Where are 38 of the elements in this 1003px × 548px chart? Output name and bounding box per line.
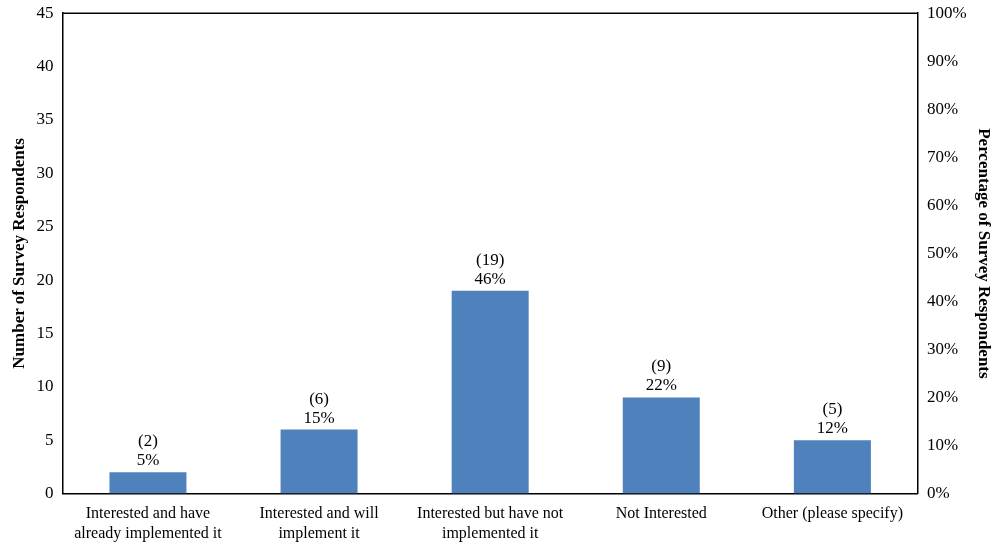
y2-tick-label: 0% [926, 483, 950, 503]
bar [109, 472, 187, 494]
data-label: (6) 15% [303, 388, 335, 427]
x-tick-label: Not Interested [615, 504, 707, 522]
bar [280, 429, 358, 494]
y-tick-label: 40 [36, 56, 54, 76]
bar [451, 290, 529, 494]
y-tick-label: 0 [44, 483, 54, 503]
y2-tick-label: 40% [926, 290, 959, 310]
y-tick-label: 15 [36, 322, 54, 342]
y2-tick-label: 60% [926, 194, 959, 214]
y-tick-label: 35 [36, 109, 54, 129]
bar [622, 397, 700, 494]
y2-axis-title: Percentage of Survey Respondents [975, 128, 995, 379]
y2-tick-label: 80% [926, 98, 959, 118]
x-tick-label: Other (please specify) [761, 504, 904, 523]
x-tick-label: Interested and have already implemented it [74, 504, 223, 542]
y2-tick-label: 20% [926, 386, 959, 406]
y2-tick-label: 30% [926, 338, 959, 358]
y-axis-title: Number of Survey Respondents [8, 137, 28, 369]
x-tick-label: Interested but have not implemented it [417, 504, 564, 542]
bar [793, 440, 871, 494]
y-tick-label: 10 [36, 376, 54, 396]
y2-tick-label: 100% [926, 2, 967, 22]
y2-tick-label: 10% [926, 435, 959, 455]
y-tick-label: 25 [36, 216, 54, 236]
y2-tick-label: 90% [926, 50, 959, 70]
data-label: (19) 46% [474, 249, 506, 288]
y-tick-label: 30 [36, 162, 54, 182]
y-tick-label: 20 [36, 269, 54, 289]
y2-tick-label: 70% [926, 146, 959, 166]
y2-tick-label: 50% [926, 242, 959, 262]
x-tick-label: Interested and will implement it [259, 504, 380, 542]
data-label: (5) 12% [816, 399, 848, 438]
y-tick-label: 5 [44, 429, 54, 449]
y-tick-label: 45 [36, 2, 54, 22]
data-label: (9) 22% [645, 356, 677, 395]
data-label: (2) 5% [136, 431, 160, 470]
